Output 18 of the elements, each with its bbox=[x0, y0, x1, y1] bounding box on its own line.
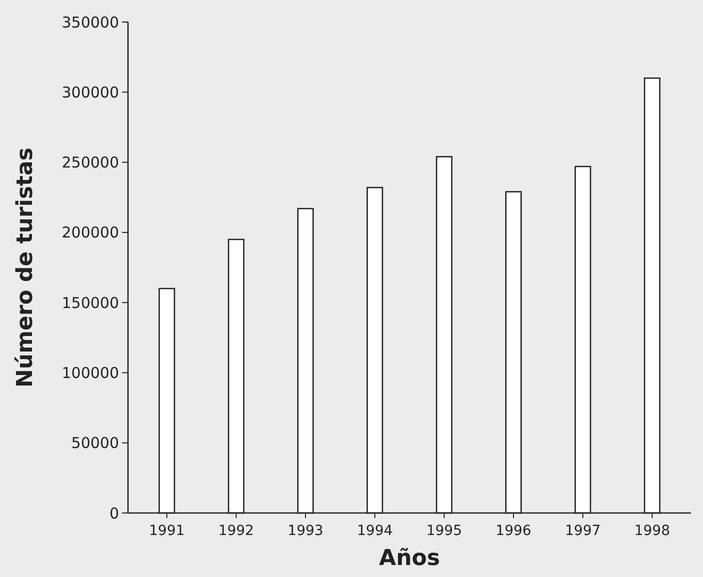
x-tick-label: 1998 bbox=[634, 523, 670, 539]
y-tick-label: 100000 bbox=[62, 364, 119, 382]
y-tick-label: 50000 bbox=[71, 434, 119, 452]
y-tick-label: 200000 bbox=[62, 224, 119, 242]
y-tick-label: 150000 bbox=[62, 294, 119, 312]
x-tick-label: 1994 bbox=[357, 523, 393, 539]
x-tick-label: 1992 bbox=[218, 523, 254, 539]
x-tick-label: 1995 bbox=[426, 523, 462, 539]
y-axis-title: Número de turistas bbox=[13, 148, 38, 388]
y-tick-label: 0 bbox=[109, 504, 119, 522]
y-tick-label: 350000 bbox=[62, 13, 119, 32]
y-tick-label: 250000 bbox=[62, 154, 119, 172]
y-tick-label: 300000 bbox=[62, 83, 119, 102]
x-tick-label: 1997 bbox=[565, 523, 601, 539]
x-tick-label: 1996 bbox=[496, 523, 532, 539]
x-axis-title: Años bbox=[379, 546, 440, 571]
x-tick-label: 1991 bbox=[149, 523, 185, 539]
x-tick-label: 1993 bbox=[288, 523, 324, 539]
